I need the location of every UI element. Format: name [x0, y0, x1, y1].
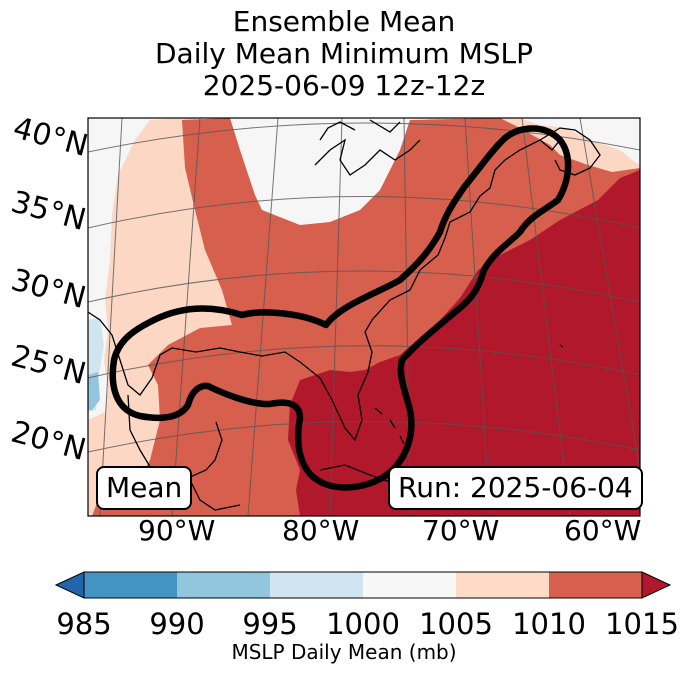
colorbar-segment-1000-1005	[363, 572, 456, 598]
graticule	[88, 118, 640, 516]
run-date-box: Run: 2025-06-04	[388, 466, 643, 510]
colorbar-segment-1005-1010	[456, 572, 549, 598]
parallel-25n	[88, 345, 640, 379]
colorbar-extend-over	[641, 571, 672, 599]
parallel-30n	[88, 270, 640, 303]
contour-outline	[109, 125, 572, 491]
title-line-1: Ensemble Mean	[232, 5, 456, 38]
title-line-2: Daily Mean Minimum MSLP	[154, 37, 533, 70]
coast-bermuda	[559, 344, 564, 348]
lon-label-70w: 70°W	[422, 514, 500, 547]
colorbar-tick-1000: 1000	[326, 607, 400, 641]
colorbar-tick-1010: 1010	[512, 607, 586, 641]
colorbar-frame	[83, 571, 643, 599]
map-frame	[87, 117, 641, 517]
lon-label-80w: 80°W	[282, 514, 360, 547]
colorbar-tick-995: 995	[242, 607, 298, 641]
coast-gulf	[88, 138, 571, 442]
colorbar-tick-985: 985	[56, 607, 112, 641]
coast-bahamas	[374, 407, 405, 445]
colorbar-tick-1015: 1015	[605, 607, 679, 641]
lon-label-60w: 60°W	[564, 514, 642, 547]
colorbar	[54, 571, 672, 599]
coast-yucatan	[189, 479, 241, 511]
title-line-3: 2025-06-09 12z-12z	[202, 69, 486, 102]
parallel-35n	[88, 196, 640, 229]
colorbar-extend-under	[54, 571, 85, 599]
coast-great-lakes	[314, 119, 421, 176]
parallel-40n	[88, 122, 640, 153]
field-above-1015	[288, 170, 640, 516]
colorbar-segment-995-1000	[270, 572, 363, 598]
mean-label-box: Mean	[96, 466, 193, 510]
meridian-80w	[247, 118, 279, 516]
lon-label-90w: 90°W	[138, 514, 216, 547]
colorbar-segment-1010-1015	[549, 572, 642, 598]
colorbar-segment-990-995	[177, 572, 270, 598]
meridian-60w	[521, 118, 571, 516]
meridian-90w	[99, 118, 123, 516]
colorbar-tick-990: 990	[149, 607, 205, 641]
meridian-55w	[579, 118, 640, 471]
meridian-85w	[171, 118, 201, 516]
colorbar-label: MSLP Daily Mean (mb)	[231, 640, 457, 664]
colorbar-segment-985-990	[84, 572, 177, 598]
field-990-995	[88, 372, 100, 410]
colorbar-tick-1005: 1005	[419, 607, 493, 641]
